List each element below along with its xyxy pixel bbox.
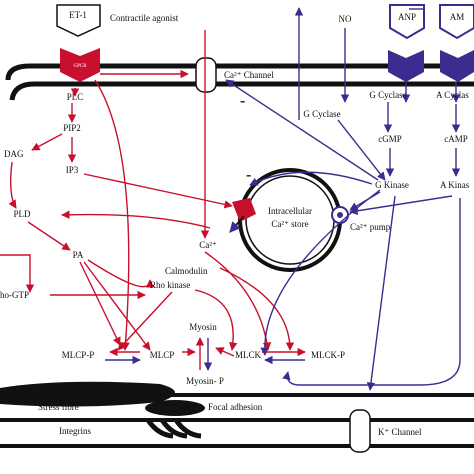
label: MLCK-P xyxy=(311,350,345,360)
label: G Kinase xyxy=(375,180,409,190)
receptors xyxy=(56,4,474,82)
label: ET-1 xyxy=(69,10,87,20)
label: AM xyxy=(450,12,465,22)
label: cGMP xyxy=(378,134,402,144)
label: NO xyxy=(339,14,352,24)
label: PIP2 xyxy=(63,123,81,133)
label: Myosin xyxy=(189,322,217,332)
label: PLC xyxy=(67,92,84,102)
label: ANP xyxy=(398,12,416,22)
label: GPCR xyxy=(73,64,87,69)
label: - xyxy=(240,93,245,110)
label: - xyxy=(246,167,251,184)
channels xyxy=(195,57,371,453)
label: MLCK xyxy=(235,350,262,360)
label: A Kinas xyxy=(440,180,470,190)
cytoskeleton xyxy=(0,381,205,439)
label: Calmodulin xyxy=(165,266,208,276)
label: DAG xyxy=(4,149,24,159)
label: Stress fibre xyxy=(38,402,79,412)
label: Intracellular xyxy=(268,206,312,216)
arrows xyxy=(0,7,461,391)
label: ho-GTP xyxy=(0,290,29,300)
label: Ca²⁺ pump xyxy=(350,222,391,232)
label: Ca²⁺ store xyxy=(271,219,308,229)
label: Ca²⁺ Channel xyxy=(224,70,274,80)
label: Rho kinase xyxy=(150,280,190,290)
label: Contractile agonist xyxy=(110,13,179,23)
label: A Cyclas xyxy=(436,90,469,100)
label: MLCP-P xyxy=(62,350,95,360)
label: PA xyxy=(73,250,84,260)
label: PLD xyxy=(13,209,31,219)
label: cAMP xyxy=(444,134,468,144)
label: Focal adhesion xyxy=(208,402,263,412)
labels: ET-1 Contractile agonist GPCR Ca²⁺ Chann… xyxy=(0,10,470,437)
label: Myosin- P xyxy=(186,376,224,386)
label: G Cyclase xyxy=(303,109,340,119)
label: G Cyclase xyxy=(369,90,406,100)
label: Ca²⁺ xyxy=(199,240,217,250)
label: Integrins xyxy=(59,426,91,436)
label: MLCP xyxy=(150,350,175,360)
label: IP3 xyxy=(66,165,79,175)
label: K⁺ Channel xyxy=(378,427,422,437)
